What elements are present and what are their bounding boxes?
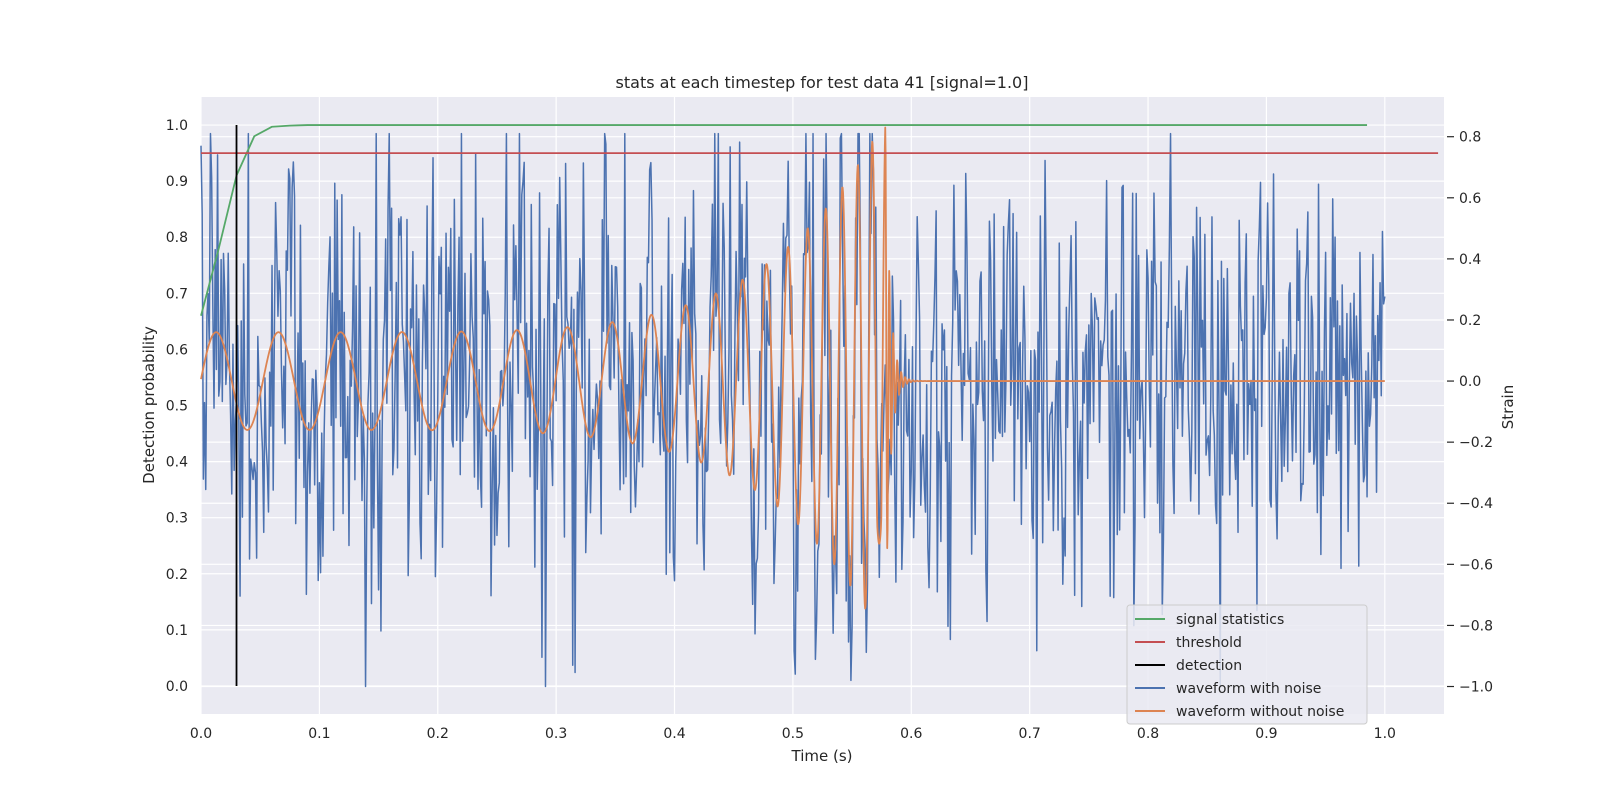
y-tick-label: 0.1 xyxy=(166,623,188,639)
series-waveform-without-noise xyxy=(200,126,1386,610)
y2-tick-label: 0.0 xyxy=(1459,374,1481,390)
y-axis-label: Detection probability xyxy=(140,326,158,484)
y2-tick-label: −0.2 xyxy=(1459,435,1493,451)
legend-label: waveform with noise xyxy=(1176,681,1321,697)
legend-label: waveform without noise xyxy=(1176,704,1344,720)
y2-tick-label: 0.6 xyxy=(1459,191,1481,207)
y-tick-label: 0.5 xyxy=(166,399,188,415)
legend-label: threshold xyxy=(1176,635,1242,651)
y-tick-label: 1.0 xyxy=(166,118,188,134)
x-tick-label: 0.9 xyxy=(1255,726,1277,742)
y2-axis-label: Strain xyxy=(1499,385,1517,429)
y-tick-label: 0.6 xyxy=(166,342,188,358)
y2-tick-label: 0.4 xyxy=(1459,252,1481,268)
x-tick-label: 0.2 xyxy=(427,726,449,742)
x-tick-label: 1.0 xyxy=(1374,726,1396,742)
y-tick-label: 0.4 xyxy=(166,455,188,471)
x-tick-label: 0.5 xyxy=(782,726,804,742)
x-tick-label: 0.8 xyxy=(1137,726,1159,742)
y2-tick-label: 0.2 xyxy=(1459,313,1481,329)
y-tick-label: 0.0 xyxy=(166,679,188,695)
series-signal-statistics xyxy=(200,124,1368,316)
x-axis-label: Time (s) xyxy=(791,747,853,765)
y2-tick-label: −1.0 xyxy=(1459,680,1493,696)
y2-tick-label: 0.8 xyxy=(1459,130,1481,146)
x-tick-label: 0.3 xyxy=(545,726,567,742)
series-layer xyxy=(200,124,1439,688)
y2-tick-label: −0.6 xyxy=(1459,557,1493,573)
x-tick-label: 0.6 xyxy=(900,726,922,742)
legend: signal statistics threshold detection wavef… xyxy=(1126,604,1368,725)
legend-label: signal statistics xyxy=(1176,612,1284,628)
axes-layer: 0.0 0.1 0.2 0.3 0.4 0.5 0.6 0.7 0.8 0.9 1.0 0.0 0.1 0… xyxy=(166,118,1493,742)
x-tick-label: 0.1 xyxy=(308,726,330,742)
x-tick-label: 0.4 xyxy=(663,726,685,742)
y-tick-label: 0.7 xyxy=(166,286,188,302)
y-tick-label: 0.2 xyxy=(166,567,188,583)
y-tick-label: 0.8 xyxy=(166,230,188,246)
y-tick-label: 0.9 xyxy=(166,174,188,190)
legend-box xyxy=(1126,604,1368,725)
chart-title: stats at each timestep for test data 41 … xyxy=(616,73,1029,92)
x-tick-label: 0.7 xyxy=(1019,726,1041,742)
x-tick-label: 0.0 xyxy=(190,726,212,742)
y2-tick-label: −0.8 xyxy=(1459,618,1493,634)
y-tick-label: 0.3 xyxy=(166,511,188,527)
y2-tick-label: −0.4 xyxy=(1459,496,1493,512)
legend-label: detection xyxy=(1176,658,1242,674)
